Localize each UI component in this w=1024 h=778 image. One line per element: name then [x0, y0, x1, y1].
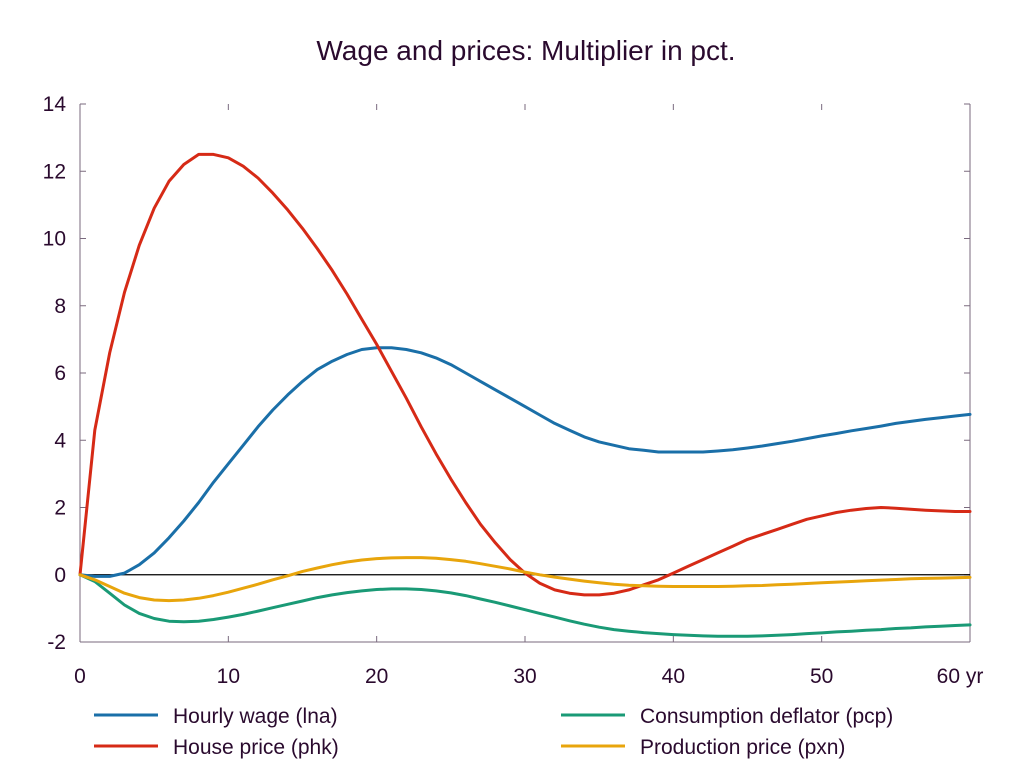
x-tick-label: 60 yr [937, 665, 984, 688]
legend-label: Hourly wage (lna) [173, 705, 338, 728]
y-tick-label: 12 [43, 160, 66, 183]
series-layer [78, 152, 972, 638]
legend-label: Production price (pxn) [640, 736, 845, 759]
y-tick-label: -2 [47, 631, 66, 654]
y-tick-label: 8 [54, 295, 66, 318]
series-line-hourly-wage-lna [78, 346, 972, 578]
x-tick-label: 50 [810, 665, 833, 688]
series-line-house-price-phk [78, 152, 972, 597]
y-tick-label: 0 [54, 564, 66, 587]
legend-label: Consumption deflator (pcp) [640, 705, 893, 728]
y-tick-label: 14 [43, 93, 67, 116]
x-tick-label: 10 [217, 665, 240, 688]
legend-label: House price (phk) [173, 736, 339, 759]
x-tick-label: 20 [365, 665, 388, 688]
axes: -2 0 2 4 6 8 10 12 14 0 10 20 30 40 50 60 yr [43, 93, 984, 688]
x-tick-label: 40 [662, 665, 685, 688]
y-tick-label: 10 [43, 228, 66, 251]
series-line-consumption-deflator-pcp [78, 573, 972, 638]
y-tick-label: 4 [54, 429, 66, 452]
y-tick-label: 2 [54, 497, 66, 520]
x-tick-label: 30 [513, 665, 536, 688]
y-tick-label: 6 [54, 362, 66, 385]
chart-title: Wage and prices: Multiplier in pct. [316, 35, 735, 66]
x-tick-label: 0 [74, 665, 86, 688]
series-line-production-price-pxn [78, 556, 972, 603]
legend: Hourly wage (lna) Consumption deflator (p… [94, 705, 893, 759]
